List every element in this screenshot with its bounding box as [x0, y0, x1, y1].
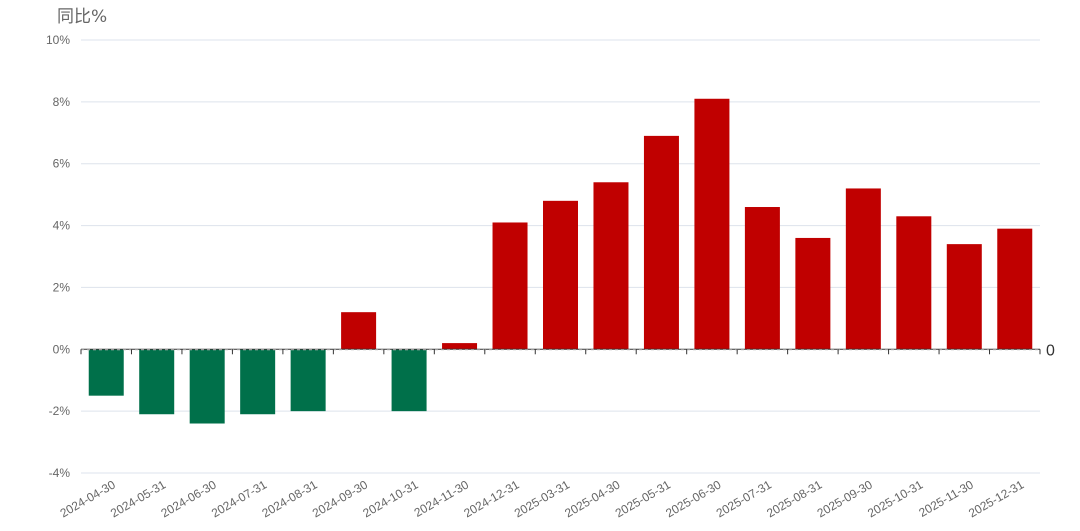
y-tick-label: 10%	[46, 33, 70, 47]
x-tick-label: 2025-08-31	[764, 477, 824, 520]
bar	[997, 228, 1033, 350]
right-axis-zero-label: 0	[1046, 342, 1055, 359]
y-tick-label: 2%	[53, 280, 71, 294]
x-tick-label: 2025-03-31	[512, 477, 572, 520]
y-tick-label: 6%	[53, 157, 71, 171]
bar	[189, 349, 225, 424]
bar	[290, 349, 326, 412]
bar	[341, 312, 377, 350]
bar	[896, 216, 932, 350]
x-tick-label: 2024-09-30	[310, 477, 370, 520]
bar	[593, 182, 629, 350]
x-tick-label: 2024-10-31	[360, 477, 420, 520]
x-tick-label: 2024-11-30	[412, 477, 472, 520]
x-tick-label: 2024-05-31	[108, 477, 168, 520]
x-tick-label: 2025-11-30	[916, 477, 976, 520]
bar	[744, 207, 780, 350]
x-tick-label: 2025-05-31	[613, 477, 673, 520]
bar	[240, 349, 276, 415]
x-tick-label: 2025-10-31	[865, 477, 925, 520]
y-axis-unit-label: 同比%	[57, 7, 108, 27]
bar	[694, 98, 730, 350]
bar	[795, 237, 831, 350]
x-tick-label: 2024-08-31	[259, 477, 319, 520]
bar	[139, 349, 175, 415]
y-tick-label: 8%	[53, 95, 71, 109]
x-tick-label: 2024-06-30	[159, 477, 219, 520]
x-tick-label: 2024-04-30	[58, 477, 118, 520]
x-tick-label: 2025-12-31	[966, 477, 1026, 520]
bar	[88, 349, 124, 396]
x-tick-label: 2025-06-30	[663, 477, 723, 520]
x-tick-label: 2025-04-30	[562, 477, 622, 520]
x-tick-label: 2024-12-31	[461, 477, 521, 520]
y-tick-label: -2%	[49, 404, 71, 418]
bar	[946, 244, 982, 350]
y-tick-label: 4%	[53, 219, 71, 233]
y-tick-label: -4%	[49, 466, 71, 480]
bar	[643, 135, 679, 350]
x-tick-label: 2025-07-31	[714, 477, 774, 520]
bar	[391, 349, 427, 412]
bar	[845, 188, 881, 350]
bar	[442, 343, 478, 350]
bar	[543, 200, 578, 350]
bar	[492, 222, 528, 350]
x-tick-label: 2024-07-31	[209, 477, 269, 520]
y-tick-label: 0%	[53, 342, 71, 356]
x-tick-label: 2025-09-30	[815, 477, 875, 520]
